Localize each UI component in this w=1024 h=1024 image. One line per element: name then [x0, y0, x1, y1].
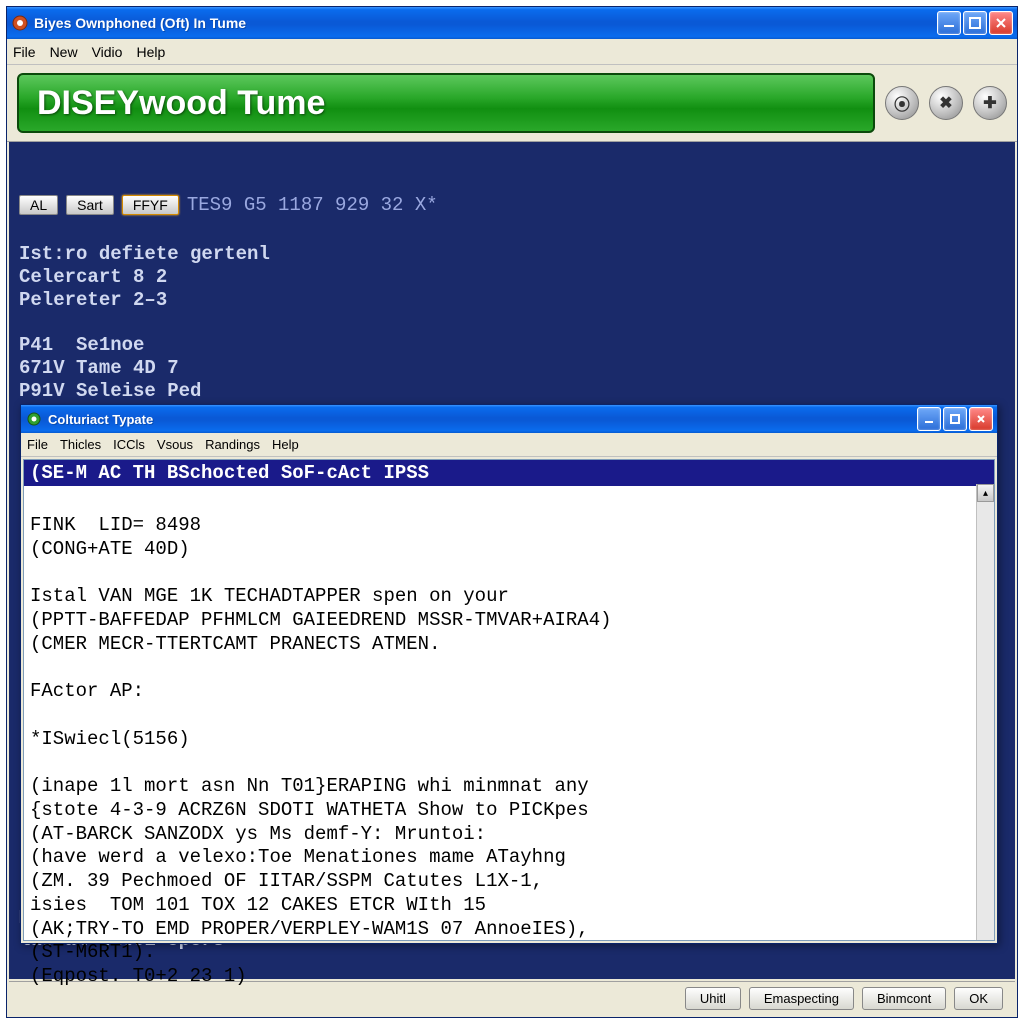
child-window-title: Colturiact Typate: [48, 412, 917, 427]
editor-line: *ISwiecl(5156): [30, 728, 190, 750]
child-menu-vsous[interactable]: Vsous: [157, 437, 193, 452]
terminal-line: Pelereter 2–3: [19, 289, 167, 311]
round-button-2[interactable]: ✖: [929, 86, 963, 120]
terminal-line: Celercart 8 2: [19, 266, 167, 288]
child-menu-randings[interactable]: Randings: [205, 437, 260, 452]
menu-vidio[interactable]: Vidio: [92, 44, 123, 60]
editor-header: (SE-M AC TH BSchocted SoF-cAct IPSS: [24, 460, 994, 486]
child-window: Colturiact Typate File Thicles ICCls Vso…: [20, 404, 998, 944]
banner-text: DISEYwood Tume: [37, 84, 325, 123]
term-btn-ffyf[interactable]: FFYF: [122, 195, 179, 215]
child-minimize-button[interactable]: [917, 407, 941, 431]
editor-line: (ZM. 39 Pechmoed OF IITAR/SSPM Catutes L…: [30, 870, 543, 892]
terminal-line: P41 Se1noe: [19, 334, 144, 356]
editor-line: FActor AP:: [30, 680, 144, 702]
banner-row: DISEYwood Tume ⦿ ✖ ✚: [7, 65, 1017, 142]
editor-line: FINK LID= 8498: [30, 514, 201, 536]
editor-line: (have werd a velexo:Toe Menationes mame …: [30, 846, 566, 868]
terminal-status: TES9 G5 1187 929 32 X*: [187, 194, 438, 217]
editor-line: (CMER MECR-TTERTCAMT PRANECTS ATMEN.: [30, 633, 440, 655]
scroll-up-icon[interactable]: ▴: [977, 484, 994, 502]
term-btn-al[interactable]: AL: [19, 195, 58, 215]
minimize-button[interactable]: [937, 11, 961, 35]
child-window-controls: [917, 407, 993, 431]
close-button[interactable]: [989, 11, 1013, 35]
child-menu-file[interactable]: File: [27, 437, 48, 452]
child-menu-thicles[interactable]: Thicles: [60, 437, 101, 452]
app-icon: [11, 14, 29, 32]
editor-line: (AT-BARCK SANZODX ys Ms demf-Y: Mruntoi:: [30, 823, 486, 845]
menu-new[interactable]: New: [50, 44, 78, 60]
editor-line: (ST-M6RT1).: [30, 941, 155, 963]
editor-line: Istal VAN MGE 1K TECHADTAPPER spen on yo…: [30, 585, 509, 607]
banner: DISEYwood Tume: [17, 73, 875, 133]
editor-area: (SE-M AC TH BSchocted SoF-cAct IPSS FINK…: [23, 459, 995, 941]
editor-line: (Eqpost. T0+2 23 1): [30, 965, 247, 987]
child-menu-iccls[interactable]: ICCls: [113, 437, 145, 452]
terminal-toolbar: AL Sart FFYF TES9 G5 1187 929 32 X*: [19, 194, 1005, 217]
maximize-button[interactable]: [963, 11, 987, 35]
child-app-icon: [25, 410, 43, 428]
child-close-button[interactable]: [969, 407, 993, 431]
child-menubar: File Thicles ICCls Vsous Randings Help: [21, 433, 997, 457]
child-titlebar: Colturiact Typate: [21, 405, 997, 433]
main-menubar: File New Vidio Help: [7, 39, 1017, 65]
editor-line: (AK;TRY-TO EMD PROPER/VERPLEY-WAM1S 07 A…: [30, 918, 589, 940]
menu-help[interactable]: Help: [136, 44, 165, 60]
main-window-title: Biyes Ownphoned (Oft) In Tume: [34, 15, 937, 31]
editor-body[interactable]: FINK LID= 8498 (CONG+ATE 40D) Istal VAN …: [24, 486, 994, 1017]
terminal-line: 671V Tame 4D 7: [19, 357, 179, 379]
editor-line: (inape 1l mort asn Nn T01}ERAPING whi mi…: [30, 775, 589, 797]
editor-line: {stote 4-3-9 ACRZ6N SDOTI WATHETA Show t…: [30, 799, 589, 821]
terminal-line: Ist:ro defiete gertenl: [19, 243, 270, 265]
editor-line: (PPTT-BAFFEDAP PFHMLCM GAIEEDREND MSSR-T…: [30, 609, 612, 631]
window-controls: [937, 11, 1013, 35]
terminal-line: P91V Seleise Ped: [19, 380, 201, 402]
child-maximize-button[interactable]: [943, 407, 967, 431]
child-menu-help[interactable]: Help: [272, 437, 299, 452]
editor-line: isies TOM 101 TOX 12 CAKES ETCR WIth 15: [30, 894, 486, 916]
editor-scrollbar[interactable]: ▴: [976, 484, 994, 940]
menu-file[interactable]: File: [13, 44, 36, 60]
editor-line: (CONG+ATE 40D): [30, 538, 190, 560]
round-button-1[interactable]: ⦿: [885, 86, 919, 120]
term-btn-sart[interactable]: Sart: [66, 195, 114, 215]
main-titlebar: Biyes Ownphoned (Oft) In Tume: [7, 7, 1017, 39]
round-button-3[interactable]: ✚: [973, 86, 1007, 120]
